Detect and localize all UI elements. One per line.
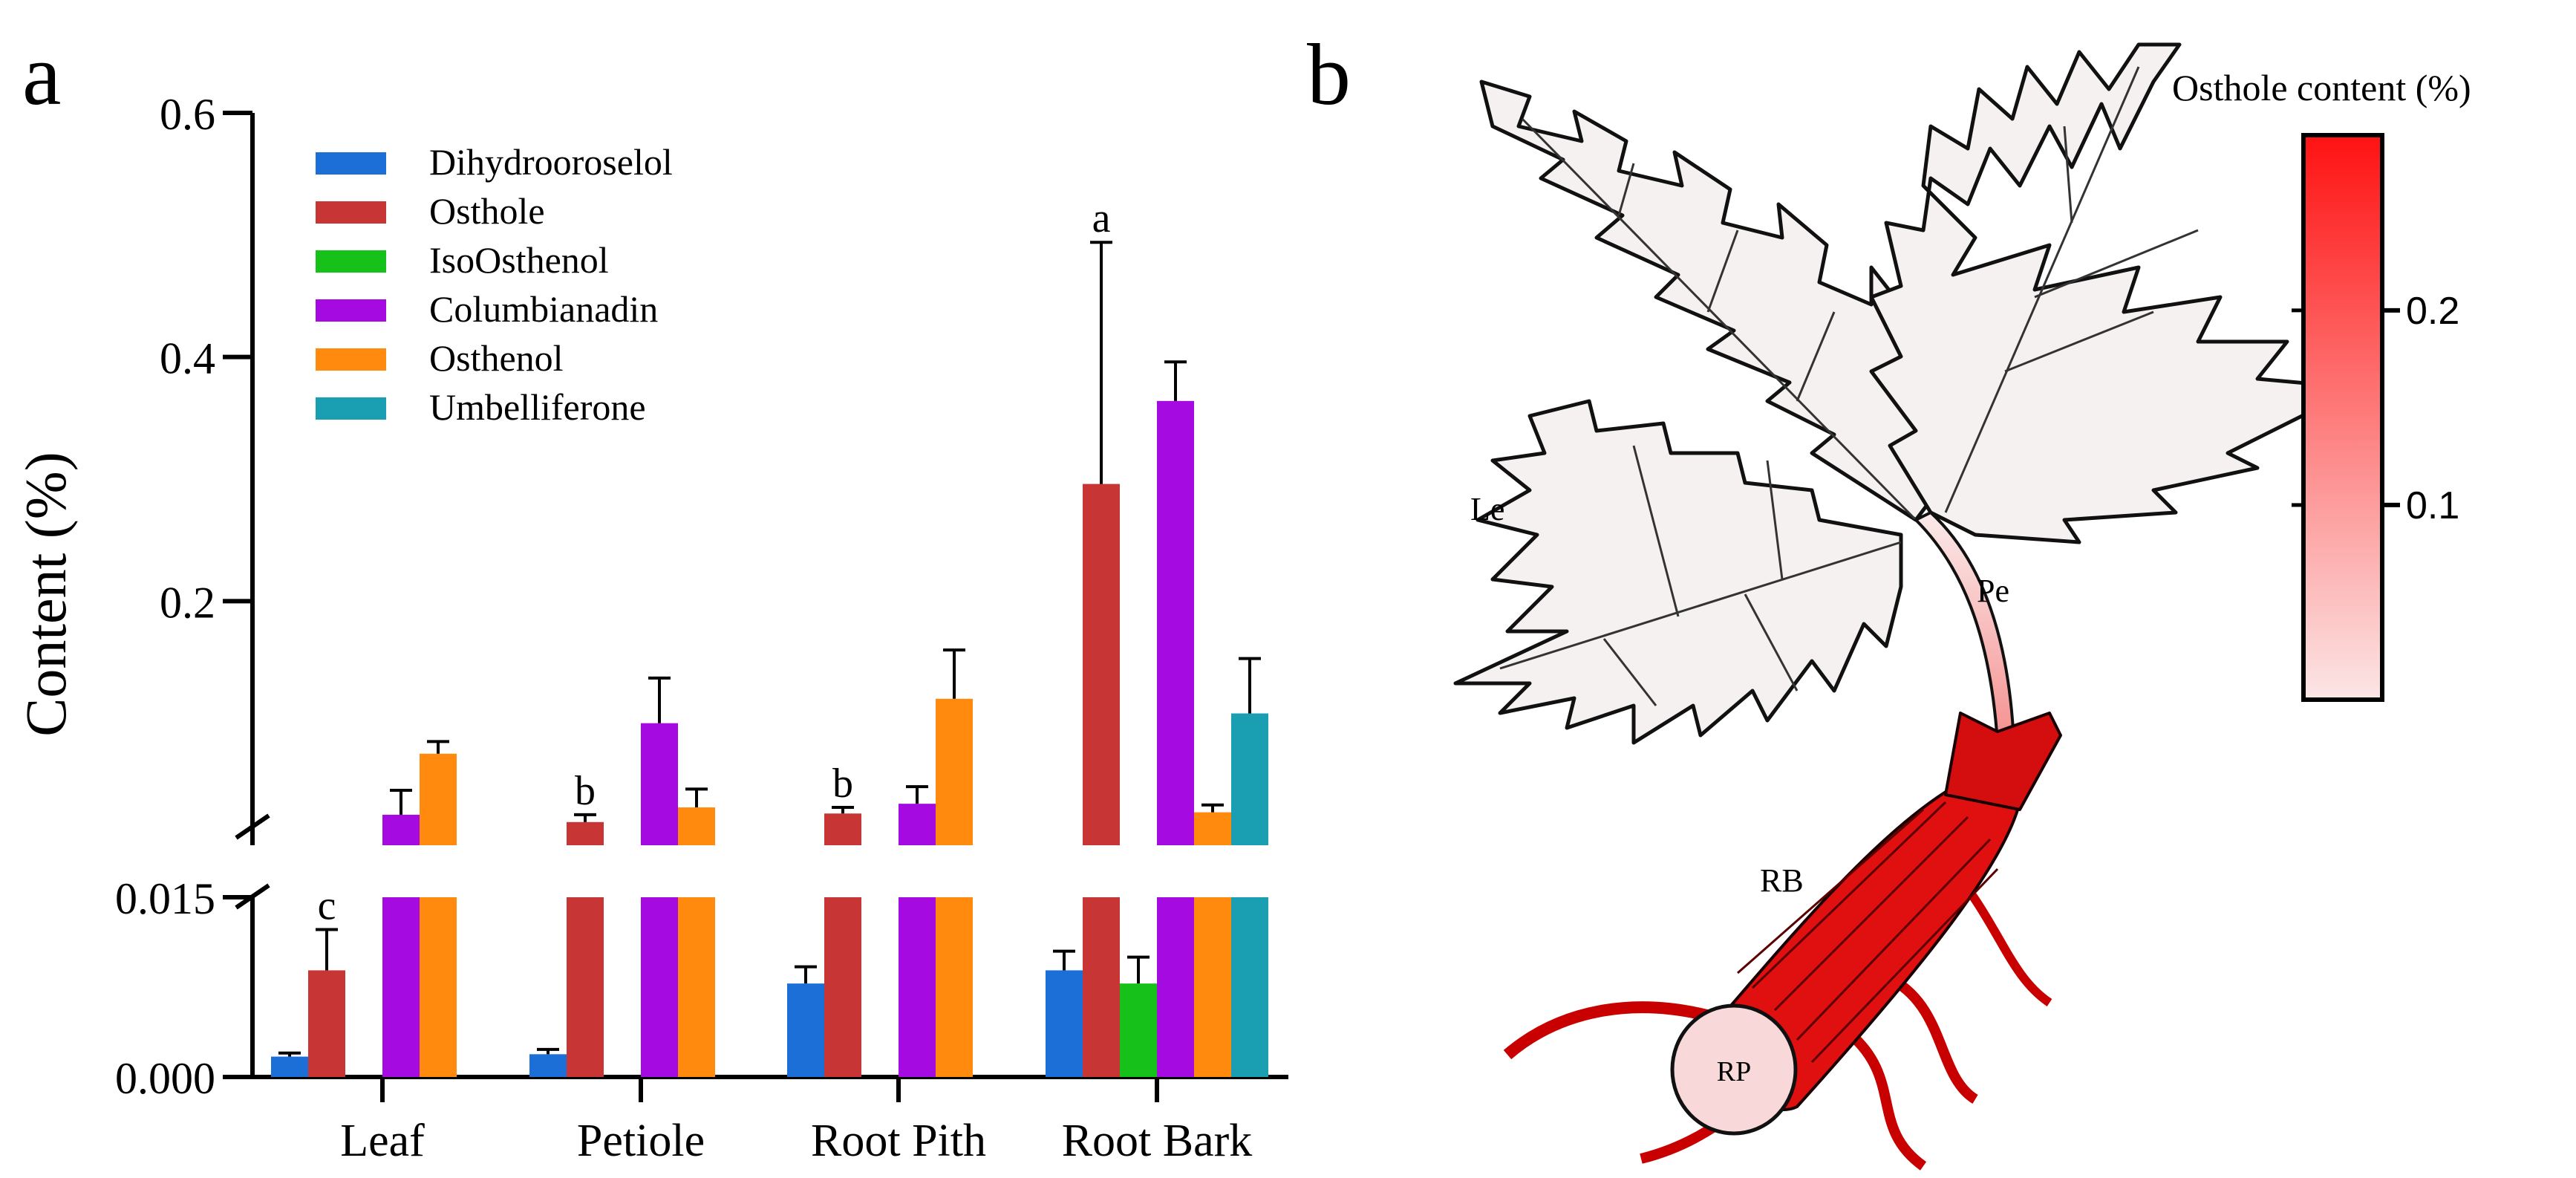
bars bbox=[271, 241, 1268, 1077]
colorbar-tick-label: 0.1 bbox=[2406, 484, 2459, 527]
bar bbox=[1157, 400, 1194, 845]
colorbar bbox=[2301, 133, 2384, 702]
legend-label: Columbianadin bbox=[429, 288, 658, 330]
bar bbox=[824, 897, 861, 1077]
bar bbox=[382, 814, 420, 845]
leaf-lower bbox=[1453, 399, 1903, 745]
significance-letter: c bbox=[318, 883, 336, 929]
significance-letter: a bbox=[1092, 195, 1111, 241]
bar bbox=[1231, 713, 1268, 845]
bar bbox=[936, 698, 973, 845]
significance-letter: b bbox=[575, 768, 596, 814]
colorbar-title: Osthole content (%) bbox=[2172, 67, 2471, 108]
y-tick-label: 0.000 bbox=[115, 1054, 215, 1103]
bar bbox=[1046, 970, 1083, 1077]
legend-swatch bbox=[316, 397, 386, 420]
legend-label: Osthenol bbox=[429, 337, 564, 379]
bar bbox=[1083, 484, 1120, 845]
leaf-upper-right bbox=[1869, 42, 2341, 544]
legend: Dihydrooroselol Osthole IsoOsthenol Columbi… bbox=[316, 141, 673, 428]
bar bbox=[641, 723, 678, 845]
legend-swatch bbox=[316, 299, 386, 322]
bar bbox=[678, 807, 715, 845]
y-tick-label: 0.4 bbox=[160, 334, 215, 383]
axis-break-mark-upper bbox=[235, 813, 270, 840]
legend-label: IsoOsthenol bbox=[429, 239, 609, 281]
petiole-label: Pe bbox=[1977, 573, 2009, 609]
chart-panel-a: a Content (%) 0.000 0.015 0.2 0.4 0.6 Leaf Pe… bbox=[13, 26, 1288, 1166]
petiole-drawing bbox=[1913, 510, 2016, 744]
colorbar-ticks: 0.1 0.2 bbox=[2292, 290, 2459, 527]
bar bbox=[567, 821, 604, 845]
bar bbox=[1083, 897, 1120, 1077]
bar bbox=[308, 970, 345, 1077]
y-tick-label: 0.2 bbox=[160, 578, 215, 627]
panel-b-label: b bbox=[1307, 26, 1351, 123]
bar bbox=[271, 1056, 308, 1077]
bar bbox=[567, 897, 604, 1077]
bar bbox=[899, 804, 936, 845]
y-tick-label: 0.6 bbox=[160, 90, 215, 139]
x-tick-label: Leaf bbox=[340, 1116, 425, 1166]
y-axis-label: Content (%) bbox=[13, 452, 78, 736]
legend-swatch bbox=[316, 348, 386, 371]
bar bbox=[899, 897, 936, 1077]
root-drawing bbox=[1503, 712, 2062, 1171]
x-tick-label: Root Bark bbox=[1062, 1116, 1253, 1166]
legend-swatch bbox=[316, 250, 386, 273]
significance-letters: c b b a bbox=[318, 195, 1111, 928]
x-ticks: Leaf Petiole Root Pith Root Bark bbox=[340, 1077, 1252, 1166]
legend-swatch bbox=[316, 201, 386, 224]
bar bbox=[641, 897, 678, 1077]
root-pith-label: RP bbox=[1717, 1056, 1751, 1087]
bar bbox=[787, 983, 824, 1077]
bar bbox=[420, 897, 457, 1077]
bar bbox=[1120, 983, 1157, 1077]
bar bbox=[420, 753, 457, 845]
significance-letter: b bbox=[832, 761, 853, 807]
bar bbox=[1157, 897, 1194, 1077]
root-bark-label: RB bbox=[1760, 862, 1804, 899]
x-tick-label: Root Pith bbox=[811, 1116, 986, 1166]
bar bbox=[1194, 812, 1231, 845]
bar bbox=[1231, 897, 1268, 1077]
colorbar-tick-label: 0.2 bbox=[2406, 290, 2459, 333]
bar bbox=[936, 897, 973, 1077]
y-tick-label: 0.015 bbox=[115, 874, 215, 923]
panel-a-label: a bbox=[22, 26, 61, 123]
legend-swatch bbox=[316, 152, 386, 175]
legend-label: Dihydrooroselol bbox=[429, 141, 673, 183]
legend-label: Osthole bbox=[429, 190, 545, 232]
bar bbox=[529, 1054, 567, 1077]
leaf-drawing bbox=[1453, 42, 2341, 745]
leaf-label: Le bbox=[1470, 491, 1504, 527]
bar bbox=[382, 897, 420, 1077]
y-ticks: 0.000 0.015 0.2 0.4 0.6 bbox=[115, 90, 252, 1103]
legend-label: Umbelliferone bbox=[429, 386, 646, 428]
x-tick-label: Petiole bbox=[577, 1116, 705, 1166]
bar bbox=[678, 897, 715, 1077]
bar bbox=[1194, 897, 1231, 1077]
bar bbox=[824, 813, 861, 845]
illustration-panel-b: b Le Pe bbox=[1307, 26, 2471, 1171]
